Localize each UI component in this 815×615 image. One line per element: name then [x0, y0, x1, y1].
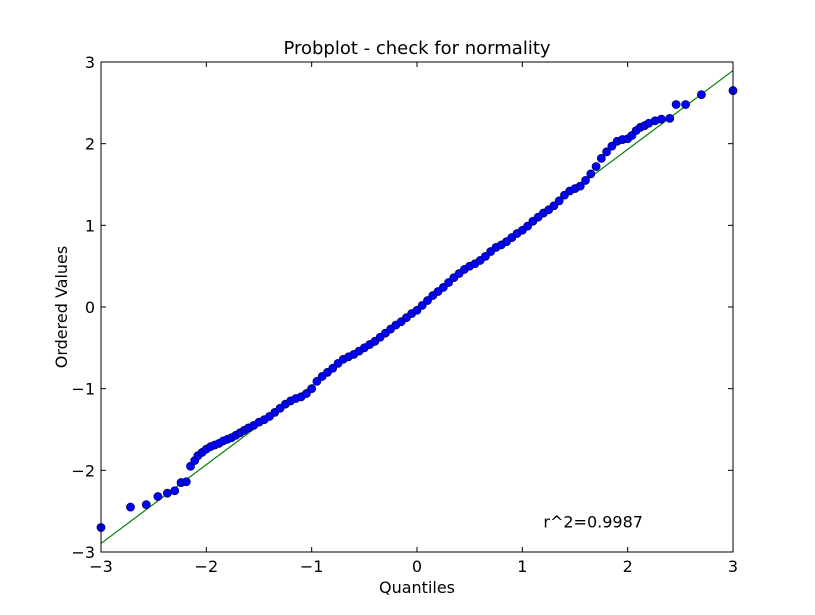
data-point: [554, 196, 564, 206]
y-tick-label: −1: [71, 380, 95, 399]
data-point: [586, 169, 596, 179]
data-point: [671, 100, 681, 109]
data-point: [596, 153, 606, 163]
data-point: [153, 492, 163, 501]
data-point: [141, 500, 151, 510]
data-point: [697, 90, 706, 100]
data-points: [96, 86, 738, 532]
data-point: [591, 162, 601, 171]
y-tick-label: −2: [71, 461, 95, 480]
x-tick-label: 1: [517, 557, 527, 576]
data-point: [170, 486, 180, 496]
data-point: [162, 488, 172, 498]
data-point: [665, 113, 675, 123]
y-tick-label: 2: [85, 135, 95, 154]
x-axis-label: Quantiles: [379, 578, 455, 597]
data-point: [181, 477, 191, 487]
y-tick-label: 0: [85, 298, 95, 317]
x-tick-label: 3: [728, 557, 738, 576]
data-point: [126, 502, 135, 512]
axes-frame: [100, 61, 734, 553]
x-axis-ticks: −3 −2 −1 0 1 2 3: [89, 62, 738, 576]
data-point: [307, 384, 317, 394]
data-point: [602, 147, 611, 157]
chart-title: Probplot - check for normality: [283, 38, 550, 59]
y-tick-label: 1: [85, 216, 95, 235]
x-tick-label: 2: [623, 557, 633, 576]
y-axis-label: Ordered Values: [52, 246, 71, 368]
x-tick-label: 0: [412, 557, 422, 576]
y-tick-label: −3: [71, 543, 95, 562]
data-point: [656, 114, 666, 124]
y-tick-label: 3: [85, 53, 95, 72]
data-point: [575, 181, 585, 191]
x-tick-label: −3: [89, 557, 113, 576]
x-tick-label: −2: [195, 557, 219, 576]
r-squared-annotation: r^2=0.9987: [543, 513, 643, 532]
plot-area: [96, 70, 738, 544]
x-tick-label: −1: [300, 557, 324, 576]
data-point: [581, 176, 590, 185]
y-axis-ticks: −3 −2 −1 0 1 2 3: [71, 53, 733, 562]
data-point: [681, 100, 690, 109]
